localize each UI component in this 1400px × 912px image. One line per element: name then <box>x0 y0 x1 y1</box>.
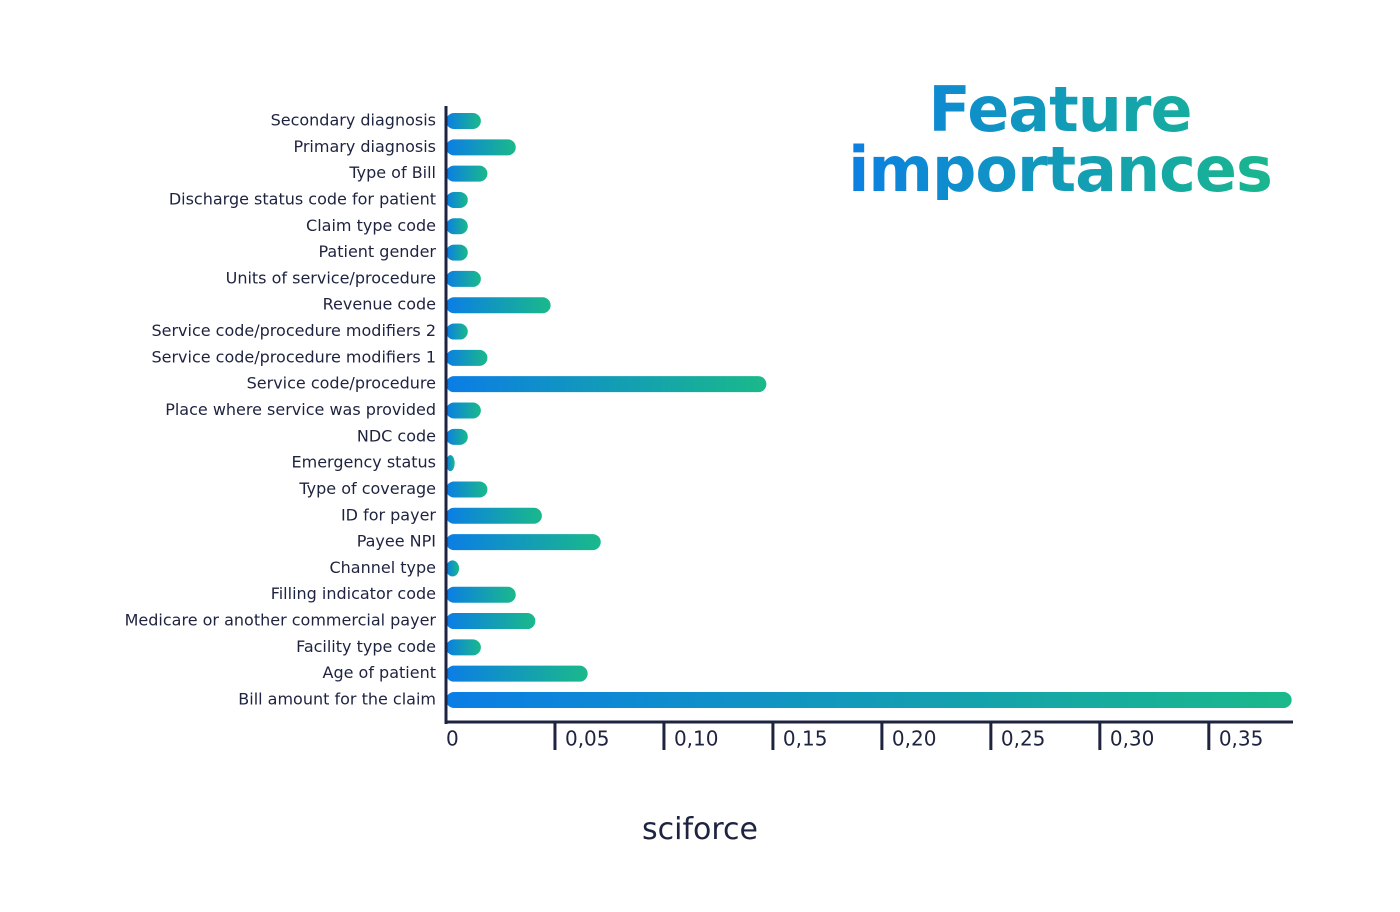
bar <box>446 613 536 630</box>
bar <box>446 323 468 340</box>
y-tick-label: Place where service was provided <box>165 400 436 419</box>
bar <box>446 402 481 419</box>
x-tick-label: 0 <box>446 727 459 751</box>
y-tick-label: Claim type code <box>306 216 436 235</box>
bar <box>446 481 488 498</box>
x-tick-label: 0,15 <box>783 727 828 751</box>
y-tick-label: Discharge status code for patient <box>169 189 436 208</box>
bar <box>446 376 767 393</box>
bar <box>446 639 481 656</box>
y-tick-label: Service code/procedure modifiers 2 <box>151 321 436 340</box>
y-tick-label: Patient gender <box>318 242 436 261</box>
y-tick-label: Primary diagnosis <box>293 137 436 156</box>
y-tick-label: Units of service/procedure <box>226 268 436 287</box>
y-tick-label: Payee NPI <box>357 532 436 551</box>
y-tick-label: Secondary diagnosis <box>271 111 436 130</box>
y-tick-label: Service code/procedure modifiers 1 <box>151 347 436 366</box>
bar <box>446 560 460 577</box>
bar <box>446 507 542 524</box>
y-tick-label: Type of Bill <box>348 163 436 182</box>
bar <box>446 665 588 682</box>
y-tick-label: Bill amount for the claim <box>238 690 436 709</box>
bar <box>446 113 481 129</box>
bar <box>446 165 488 182</box>
bar <box>446 428 468 445</box>
bar <box>446 191 468 208</box>
y-tick-label: Filling indicator code <box>271 584 436 603</box>
bar <box>446 218 468 235</box>
y-tick-label: Service code/procedure <box>247 374 436 393</box>
x-tick-label: 0,10 <box>674 727 719 751</box>
bar <box>446 692 1292 708</box>
bar <box>446 270 481 287</box>
chart-title: Feature importances <box>830 79 1290 201</box>
bar <box>446 139 516 156</box>
x-tick-label: 0,20 <box>892 727 937 751</box>
bar <box>446 455 455 472</box>
y-tick-label: NDC code <box>357 426 436 445</box>
y-tick-label: Age of patient <box>323 663 436 682</box>
y-tick-label: Facility type code <box>296 637 436 656</box>
x-tick-label: 0,05 <box>565 727 610 751</box>
y-tick-label: Channel type <box>329 558 436 577</box>
logo: sciforce <box>641 812 758 847</box>
x-tick-label: 0,35 <box>1219 727 1264 751</box>
x-tick-label: 0,30 <box>1110 727 1155 751</box>
bar <box>446 534 601 551</box>
y-tick-label: Revenue code <box>323 295 436 314</box>
y-tick-label: ID for payer <box>341 505 436 524</box>
bar <box>446 586 516 603</box>
bar <box>446 244 468 261</box>
y-tick-label: Medicare or another commercial payer <box>125 611 437 630</box>
bar <box>446 349 488 366</box>
y-tick-label: Emergency status <box>292 453 437 472</box>
x-tick-label: 0,25 <box>1001 727 1046 751</box>
bar <box>446 297 551 314</box>
y-tick-label: Type of coverage <box>298 479 436 498</box>
